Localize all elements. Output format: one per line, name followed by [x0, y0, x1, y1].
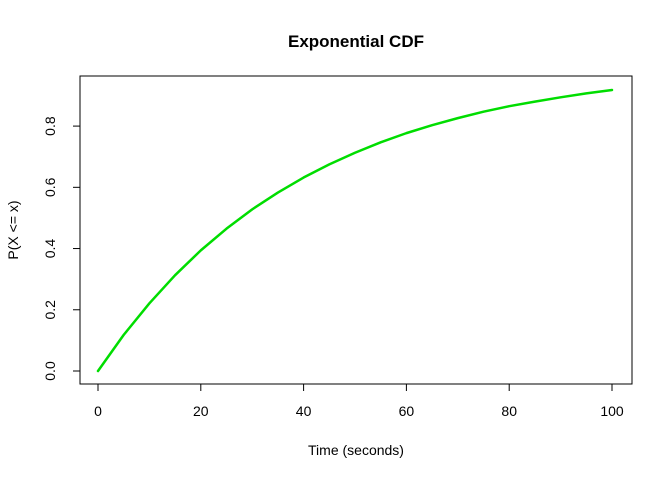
x-tick-label: 60 — [399, 403, 415, 419]
plot-area-frame — [79, 75, 633, 385]
x-tick-label: 0 — [94, 403, 102, 419]
chart-title: Exponential CDF — [288, 32, 424, 51]
y-tick-label: 0.6 — [42, 177, 58, 197]
y-axis-ticks: 0.0 0.2 0.4 0.6 0.8 — [42, 116, 80, 381]
y-tick-label: 0.0 — [42, 361, 58, 381]
series-group — [96, 88, 614, 373]
x-tick-label: 20 — [193, 403, 209, 419]
y-tick-label: 0.2 — [42, 300, 58, 320]
x-tick-label: 100 — [600, 403, 624, 419]
y-tick-label: 0.4 — [42, 239, 58, 259]
x-axis-label: Time (seconds) — [308, 442, 404, 458]
series-line — [96, 88, 614, 373]
y-tick-label: 0.8 — [42, 116, 58, 136]
x-tick-label: 40 — [296, 403, 312, 419]
x-axis-ticks: 0 20 40 60 80 100 — [94, 384, 624, 419]
y-axis-label: P(X <= x) — [5, 200, 21, 259]
x-tick-label: 80 — [501, 403, 517, 419]
